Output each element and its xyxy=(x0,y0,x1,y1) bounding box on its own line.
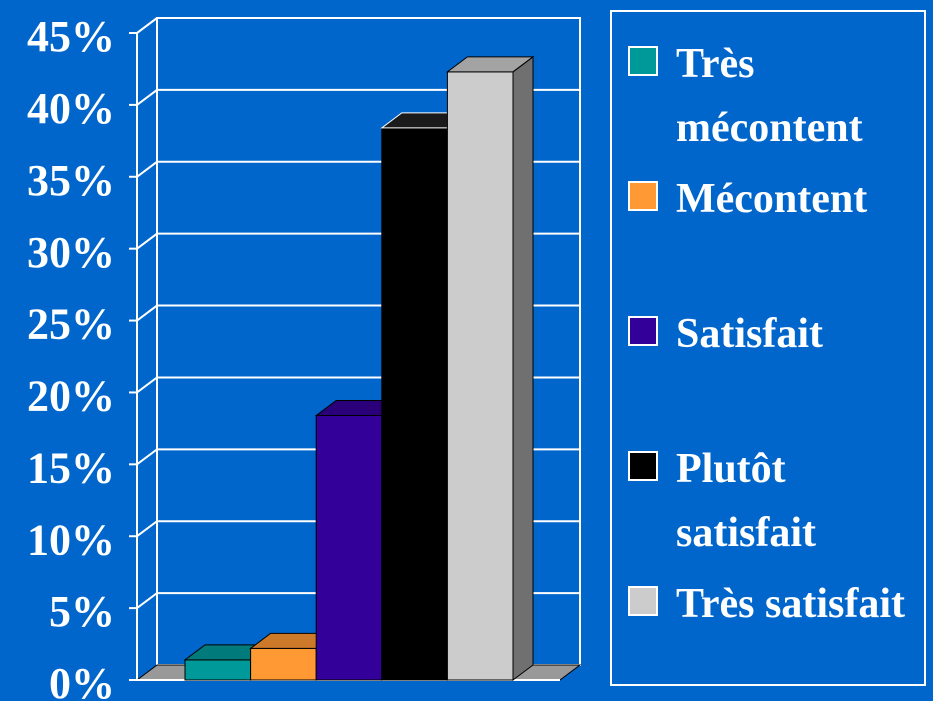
y-tick-label: 35% xyxy=(27,156,115,205)
legend-entry: Très mécontent xyxy=(628,32,916,160)
legend-swatch xyxy=(628,316,658,346)
legend-swatch xyxy=(628,46,658,76)
legend-swatch xyxy=(628,451,658,481)
y-tick-label: 25% xyxy=(27,300,115,349)
legend-entry: Mécontent xyxy=(628,167,916,231)
bar xyxy=(250,647,317,681)
y-tick-label: 45% xyxy=(27,12,115,61)
grid-line xyxy=(136,88,580,106)
y-tick-label: 30% xyxy=(27,228,115,277)
legend: Très mécontent Mécontent Satisfait Plutôt s… xyxy=(610,10,926,686)
bar xyxy=(381,127,448,681)
bar-top xyxy=(445,56,535,73)
legend-entry: Satisfait xyxy=(628,302,916,366)
legend-entry: Très satisfait xyxy=(628,572,916,636)
legend-label: Très satisfait xyxy=(676,581,906,627)
legend-label: Très mécontent xyxy=(676,41,863,151)
bar xyxy=(184,659,252,681)
y-tick-label: 10% xyxy=(27,515,115,564)
legend-entry: Plutôt satisfait xyxy=(628,437,916,565)
y-tick-label: 40% xyxy=(27,84,115,133)
bar-side xyxy=(512,55,534,681)
legend-label: Satisfait xyxy=(676,311,823,357)
y-tick-label: 15% xyxy=(27,443,115,492)
legend-swatch xyxy=(628,181,658,211)
bar xyxy=(315,414,383,681)
grid-line xyxy=(136,17,580,34)
y-tick-label: 0% xyxy=(49,659,115,701)
legend-label: Mécontent xyxy=(676,176,868,222)
legend-swatch xyxy=(628,586,658,616)
y-tick-label: 20% xyxy=(27,372,115,421)
legend-label: Plutôt satisfait xyxy=(676,446,816,556)
bar xyxy=(446,71,514,681)
y-tick-label: 5% xyxy=(49,587,115,636)
